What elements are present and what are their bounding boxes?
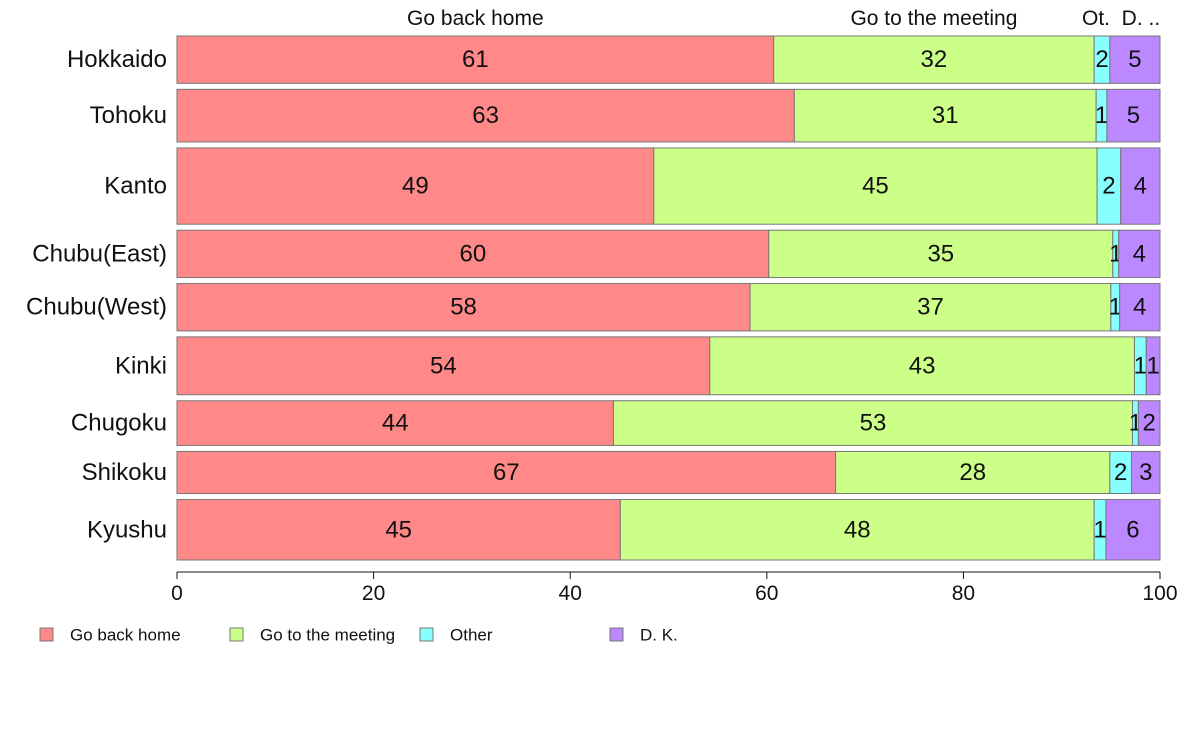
data-label: 31 <box>932 102 959 129</box>
data-label: 2 <box>1143 410 1156 437</box>
data-label: 4 <box>1134 173 1147 200</box>
data-label: 2 <box>1114 459 1127 486</box>
category-label: Chubu(East) <box>32 240 167 267</box>
x-axis: 0 20 40 60 80 100 <box>171 572 1177 605</box>
series-top-label: Go to the meeting <box>850 7 1017 30</box>
data-label: 28 <box>959 459 986 486</box>
x-tick-label: 0 <box>171 582 183 605</box>
legend-label: Go back home <box>70 626 181 645</box>
bar-row: 67 28 2 3 <box>177 451 1160 493</box>
data-label: 67 <box>493 459 520 486</box>
bar-row: 60 35 1 4 <box>177 230 1160 277</box>
data-label: 32 <box>921 46 948 73</box>
category-label: Kinki <box>115 352 167 379</box>
data-label: 4 <box>1133 294 1146 321</box>
data-label: 1 <box>1146 352 1159 379</box>
data-label: 43 <box>909 352 936 379</box>
legend-swatch <box>420 628 433 641</box>
data-label: 45 <box>862 173 889 200</box>
bar-row: 45 48 1 6 <box>177 500 1160 560</box>
legend-label: D. K. <box>640 626 678 645</box>
data-label: 53 <box>860 410 887 437</box>
data-label: 45 <box>385 516 412 543</box>
bar-row: 63 31 1 5 <box>177 89 1160 142</box>
legend-swatch <box>230 628 243 641</box>
data-label: 5 <box>1128 46 1141 73</box>
category-label: Shikoku <box>82 459 167 486</box>
data-label: 44 <box>382 410 409 437</box>
series-top-label: Go back home <box>407 7 544 30</box>
data-label: 1 <box>1134 352 1147 379</box>
x-tick-label: 60 <box>755 582 778 605</box>
legend-item: Go to the meeting <box>230 626 395 645</box>
legend-swatch <box>40 628 53 641</box>
top-labels: Go back home Go to the meeting Ot. D. .. <box>407 7 1160 30</box>
data-label: 3 <box>1139 459 1152 486</box>
category-label: Tohoku <box>90 102 167 129</box>
legend-item: D. K. <box>610 626 678 645</box>
series-top-label: D. .. <box>1122 7 1161 30</box>
bars: 61 32 2 563 31 1 549 45 2 460 35 1 458 37 1 454 43 1 144 53… <box>177 36 1160 560</box>
data-label: 60 <box>460 240 487 267</box>
legend-label: Go to the meeting <box>260 626 395 645</box>
stacked-bar-chart: Go back home Go to the meeting Ot. D. .. 61… <box>0 0 1188 736</box>
category-label: Kanto <box>104 173 167 200</box>
data-label: 2 <box>1095 46 1108 73</box>
x-tick-label: 80 <box>952 582 975 605</box>
bar-row: 44 53 1 2 <box>177 401 1160 446</box>
data-label: 48 <box>844 516 871 543</box>
data-label: 61 <box>462 46 489 73</box>
data-label: 6 <box>1126 516 1139 543</box>
x-tick-label: 20 <box>362 582 385 605</box>
bar-row: 58 37 1 4 <box>177 284 1160 331</box>
data-label: 49 <box>402 173 429 200</box>
category-label: Chubu(West) <box>26 294 167 321</box>
category-label: Hokkaido <box>67 46 167 73</box>
x-tick-label: 100 <box>1142 582 1177 605</box>
x-tick-label: 40 <box>559 582 582 605</box>
data-label: 54 <box>430 352 457 379</box>
category-label: Kyushu <box>87 516 167 543</box>
legend-label: Other <box>450 626 493 645</box>
data-label: 2 <box>1102 173 1115 200</box>
series-top-label: Ot. <box>1082 7 1110 30</box>
legend: Go back home Go to the meeting Other D. K. <box>40 626 678 645</box>
data-label: 35 <box>927 240 954 267</box>
bar-row: 49 45 2 4 <box>177 148 1160 224</box>
data-label: 58 <box>450 294 477 321</box>
legend-item: Go back home <box>40 626 181 645</box>
data-label: 5 <box>1127 102 1140 129</box>
data-label: 63 <box>472 102 499 129</box>
category-labels: Hokkaido Tohoku Kanto Chubu(East) Chubu(West… <box>26 46 167 543</box>
bar-row: 61 32 2 5 <box>177 36 1160 83</box>
data-label: 37 <box>917 294 944 321</box>
legend-item: Other <box>420 626 493 645</box>
data-label: 4 <box>1133 240 1146 267</box>
category-label: Chugoku <box>71 410 167 437</box>
data-label: 1 <box>1095 102 1108 129</box>
legend-swatch <box>610 628 623 641</box>
bar-row: 54 43 1 1 <box>177 337 1160 395</box>
data-label: 1 <box>1093 516 1106 543</box>
